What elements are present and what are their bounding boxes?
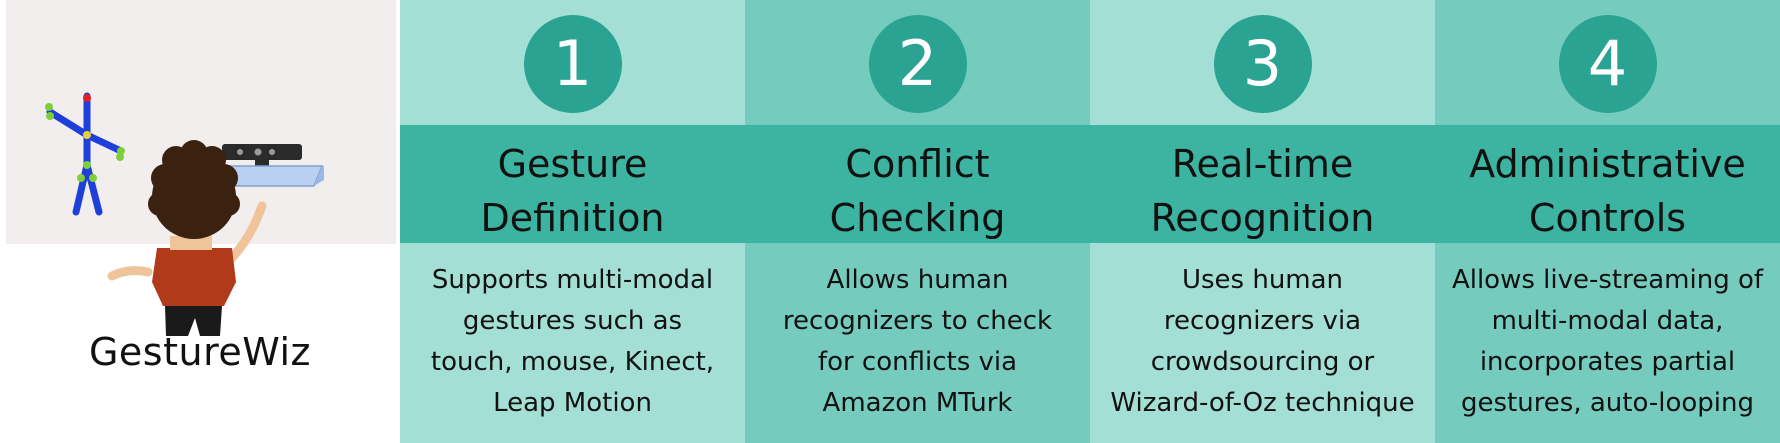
step-column-4: 4 Administrative Controls Allows live-st… <box>1435 0 1780 443</box>
step-title: Gesture Definition <box>400 137 745 245</box>
step-description-panel: Uses human recognizers via crowdsourcing… <box>1090 243 1435 443</box>
step-column-1: 1 Gesture Definition Supports multi-moda… <box>400 0 745 443</box>
illustration-panel: GestureWiz <box>0 0 400 443</box>
step-description: Supports multi-modal gestures such as to… <box>400 260 745 424</box>
step-description-line: Allows human <box>826 265 1009 295</box>
step-description-panel: Allows live-streaming of multi-modal dat… <box>1435 243 1780 443</box>
step-title-line: Definition <box>480 196 665 240</box>
person-icon <box>107 140 267 336</box>
skeleton-icon <box>46 92 125 216</box>
step-title-line: Conflict <box>845 142 990 186</box>
step-number-badge: 2 <box>868 15 967 113</box>
step-header: 3 <box>1090 0 1435 125</box>
step-description: Uses human recognizers via crowdsourcing… <box>1090 260 1435 424</box>
step-title-band: Real-time Recognition <box>1090 125 1435 243</box>
step-header: 4 <box>1435 0 1780 125</box>
step-title-line: Administrative <box>1469 142 1746 186</box>
step-header: 1 <box>400 0 745 125</box>
step-description-line: Wizard-of-Oz technique <box>1110 388 1415 418</box>
step-description-line: incorporates partial <box>1479 347 1736 377</box>
step-description-line: crowdsourcing or <box>1150 347 1375 377</box>
step-description: Allows live-streaming of multi-modal dat… <box>1435 260 1780 424</box>
step-description-line: for conflicts via <box>817 347 1018 377</box>
step-header: 2 <box>745 0 1090 125</box>
step-number-badge: 4 <box>1558 15 1657 113</box>
step-column-2: 2 Conflict Checking Allows human recogni… <box>745 0 1090 443</box>
step-title: Real-time Recognition <box>1090 137 1435 245</box>
step-number-badge: 1 <box>523 15 622 113</box>
step-description-line: touch, mouse, Kinect, <box>430 347 715 377</box>
step-description-line: multi-modal data, <box>1491 306 1724 336</box>
step-description-line: recognizers to check <box>782 306 1053 336</box>
step-description-line: Allows live-streaming of <box>1451 265 1764 295</box>
step-description-line: gestures, auto-looping <box>1460 388 1755 418</box>
step-description-line: Supports multi-modal <box>431 265 714 295</box>
step-description-line: Uses human <box>1181 265 1344 295</box>
step-description: Allows human recognizers to check for co… <box>745 260 1090 424</box>
step-title-line: Recognition <box>1150 196 1375 240</box>
steps-row: 1 Gesture Definition Supports multi-moda… <box>400 0 1780 443</box>
step-number-badge: 3 <box>1213 15 1312 113</box>
step-title-band: Administrative Controls <box>1435 125 1780 243</box>
step-title-band: Gesture Definition <box>400 125 745 243</box>
step-description-line: recognizers via <box>1163 306 1362 336</box>
step-title-line: Controls <box>1528 196 1687 240</box>
step-title: Administrative Controls <box>1435 137 1780 245</box>
step-column-3: 3 Real-time Recognition Uses human recog… <box>1090 0 1435 443</box>
shelf-icon <box>215 165 324 187</box>
step-description-line: Amazon MTurk <box>822 388 1013 418</box>
step-title-line: Real-time <box>1171 142 1354 186</box>
step-title-line: Gesture <box>497 142 648 186</box>
brand-name: GestureWiz <box>88 330 311 374</box>
step-description-line: gestures such as <box>462 306 683 336</box>
step-description-line: Leap Motion <box>493 388 652 418</box>
step-description-panel: Supports multi-modal gestures such as to… <box>400 243 745 443</box>
kinect-sensor-icon <box>222 144 302 166</box>
skeleton-joints-icon <box>45 94 125 182</box>
step-title: Conflict Checking <box>745 137 1090 245</box>
step-title-band: Conflict Checking <box>745 125 1090 243</box>
step-title-line: Checking <box>829 196 1006 240</box>
user-kinect-illustration <box>45 92 324 336</box>
step-description-panel: Allows human recognizers to check for co… <box>745 243 1090 443</box>
